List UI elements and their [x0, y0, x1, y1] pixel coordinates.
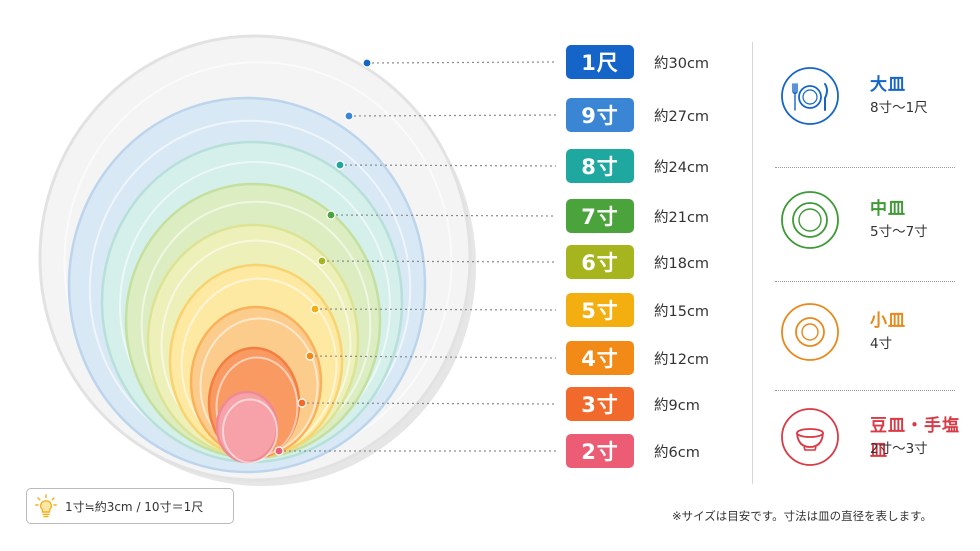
size-diameter: 約12cm [654, 351, 710, 368]
plate-icon [780, 190, 840, 254]
category-separator [775, 281, 955, 282]
leader-line [366, 61, 557, 64]
size-diameter: 約21cm [654, 209, 710, 226]
size-row: 9寸 約27cm [566, 98, 709, 132]
category-name: 大皿 [870, 75, 906, 95]
plate-marker-dot [362, 58, 372, 68]
size-badge: 9寸 [566, 98, 634, 132]
plate-marker-dot [317, 256, 327, 266]
category-4: 豆皿・手塩皿 2寸〜3寸 [780, 407, 970, 487]
leader-line [339, 164, 557, 167]
plate-marker-dot [297, 398, 307, 408]
plate-marker-dot [274, 446, 284, 456]
plate-marker-dot [326, 210, 336, 220]
size-row: 8寸 約24cm [566, 149, 709, 183]
category-name: 豆皿・手塩皿 [870, 416, 960, 461]
size-row: 3寸 約9cm [566, 387, 700, 421]
size-badge: 7寸 [566, 199, 634, 233]
size-diameter: 約15cm [654, 303, 710, 320]
size-badge: 8寸 [566, 149, 634, 183]
size-diameter: 約6cm [654, 444, 700, 461]
category-2: 中皿 5寸〜7寸 [780, 190, 970, 270]
size-diameter: 約30cm [654, 55, 710, 72]
category-range: 2寸〜3寸 [870, 441, 928, 457]
size-badge: 4寸 [566, 341, 634, 375]
plate-marker-dot [344, 111, 354, 121]
category-separator [775, 167, 955, 168]
size-row: 7寸 約21cm [566, 199, 709, 233]
category-3: 小皿 4寸 [780, 302, 970, 382]
footnote: ※サイズは目安です。寸法は皿の直径を表します。 [672, 509, 932, 523]
plate-marker-dot [305, 351, 315, 361]
size-badge: 2寸 [566, 434, 634, 468]
plate-9 [215, 390, 279, 464]
small-plate-icon [780, 302, 840, 366]
plate-marker-dot [310, 304, 320, 314]
category-name: 小皿 [870, 311, 906, 331]
size-diameter: 約18cm [654, 255, 710, 272]
size-row: 2寸 約6cm [566, 434, 700, 468]
size-row: 4寸 約12cm [566, 341, 709, 375]
size-badge: 1尺 [566, 45, 634, 79]
size-diameter: 約24cm [654, 159, 710, 176]
size-row: 1尺 約30cm [566, 45, 709, 79]
leader-line [301, 402, 557, 405]
category-separator [775, 390, 955, 391]
size-diameter: 約9cm [654, 397, 700, 414]
vertical-divider [752, 42, 753, 484]
size-badge: 3寸 [566, 387, 634, 421]
legend-text: 1寸≒約3cm / 10寸＝1尺 [65, 499, 204, 514]
leader-line [321, 260, 557, 263]
category-range: 4寸 [870, 336, 893, 352]
leader-line [309, 355, 557, 359]
lightbulb-icon [35, 494, 57, 518]
leader-line [314, 308, 557, 311]
category-range: 8寸〜1尺 [870, 100, 928, 116]
plate-marker-dot [335, 160, 345, 170]
category-range: 5寸〜7寸 [870, 224, 928, 240]
category-name: 中皿 [870, 199, 906, 219]
bowl-icon [780, 407, 840, 471]
category-1: 大皿 8寸〜1尺 [780, 66, 970, 146]
size-row: 6寸 約18cm [566, 245, 709, 279]
size-badge: 5寸 [566, 293, 634, 327]
size-badge: 6寸 [566, 245, 634, 279]
size-row: 5寸 約15cm [566, 293, 709, 327]
fork-plate-knife-icon [780, 66, 840, 130]
conversion-legend: 1寸≒約3cm / 10寸＝1尺 [26, 488, 234, 524]
size-diameter: 約27cm [654, 108, 710, 125]
plate-inner-rim [222, 398, 278, 464]
